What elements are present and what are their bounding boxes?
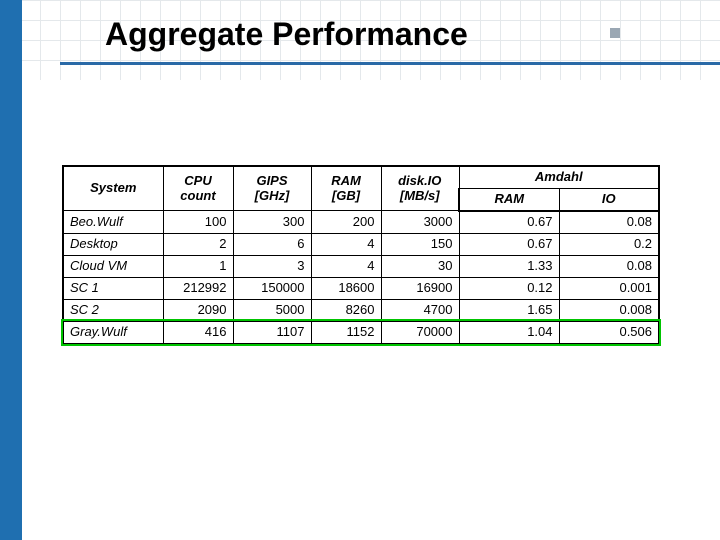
cell-system: SC 2: [63, 299, 163, 321]
performance-table-wrap: System CPU count GIPS [GHz] RAM [GB] dis…: [62, 165, 658, 345]
col-amdahl-ram: RAM: [459, 188, 559, 210]
cell-value: 16900: [381, 277, 459, 299]
col-ram: RAM [GB]: [311, 166, 381, 211]
cell-value: 4: [311, 255, 381, 277]
cell-value: 1.04: [459, 321, 559, 343]
cell-value: 0.008: [559, 299, 659, 321]
cell-value: 416: [163, 321, 233, 343]
col-amdahl: Amdahl: [459, 166, 659, 188]
table-row: Gray.Wulf41611071152700001.040.506: [63, 321, 659, 343]
cell-value: 8260: [311, 299, 381, 321]
table-row: Cloud VM134301.330.08: [63, 255, 659, 277]
table-row: Beo.Wulf10030020030000.670.08: [63, 211, 659, 233]
cell-value: 0.001: [559, 277, 659, 299]
cell-value: 150: [381, 233, 459, 255]
cell-value: 3000: [381, 211, 459, 233]
cell-value: 1.65: [459, 299, 559, 321]
table-row: Desktop2641500.670.2: [63, 233, 659, 255]
cell-value: 0.67: [459, 233, 559, 255]
cell-value: 0.08: [559, 211, 659, 233]
cell-value: 200: [311, 211, 381, 233]
cell-value: 2090: [163, 299, 233, 321]
cell-value: 150000: [233, 277, 311, 299]
cell-value: 0.67: [459, 211, 559, 233]
col-amdahl-io: IO: [559, 188, 659, 210]
cell-system: SC 1: [63, 277, 163, 299]
cell-value: 1107: [233, 321, 311, 343]
cell-value: 3: [233, 255, 311, 277]
title-underline: [60, 62, 720, 65]
cell-value: 6: [233, 233, 311, 255]
col-diskio: disk.IO [MB/s]: [381, 166, 459, 211]
col-system: System: [63, 166, 163, 211]
cell-value: 2: [163, 233, 233, 255]
cell-system: Gray.Wulf: [63, 321, 163, 343]
performance-table: System CPU count GIPS [GHz] RAM [GB] dis…: [62, 165, 660, 345]
table-row: SC 220905000826047001.650.008: [63, 299, 659, 321]
cell-value: 70000: [381, 321, 459, 343]
cell-value: 5000: [233, 299, 311, 321]
cell-value: 212992: [163, 277, 233, 299]
cell-value: 300: [233, 211, 311, 233]
cell-value: 18600: [311, 277, 381, 299]
cell-value: 4700: [381, 299, 459, 321]
cell-value: 4: [311, 233, 381, 255]
cell-system: Beo.Wulf: [63, 211, 163, 233]
cell-value: 1.33: [459, 255, 559, 277]
cell-value: 100: [163, 211, 233, 233]
cell-value: 30: [381, 255, 459, 277]
cell-value: 0.12: [459, 277, 559, 299]
table-body: Beo.Wulf10030020030000.670.08Desktop2641…: [63, 211, 659, 344]
title-area: Aggregate Performance: [105, 16, 680, 59]
cell-value: 0.2: [559, 233, 659, 255]
cell-value: 0.08: [559, 255, 659, 277]
col-cpu: CPU count: [163, 166, 233, 211]
table-row: SC 121299215000018600169000.120.001: [63, 277, 659, 299]
cell-value: 1152: [311, 321, 381, 343]
cell-system: Desktop: [63, 233, 163, 255]
page-title: Aggregate Performance: [105, 16, 680, 53]
cell-value: 1: [163, 255, 233, 277]
cell-value: 0.506: [559, 321, 659, 343]
col-gips: GIPS [GHz]: [233, 166, 311, 211]
left-stripe: [0, 0, 22, 540]
cell-system: Cloud VM: [63, 255, 163, 277]
